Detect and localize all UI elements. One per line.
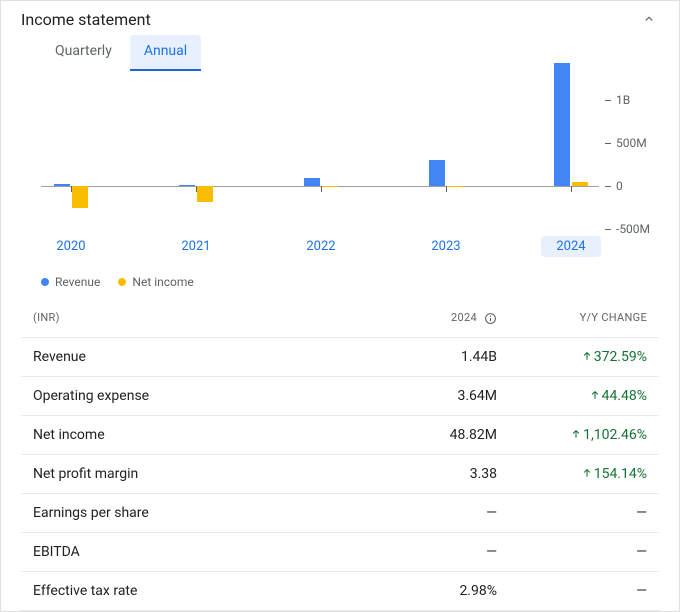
revenue-bar[interactable]	[554, 63, 570, 186]
metric-change: 44.48%	[497, 388, 647, 404]
metric-value: —	[367, 505, 497, 521]
table-row: Revenue1.44B372.59%	[21, 338, 659, 377]
legend-label: Net income	[132, 275, 193, 289]
metric-value: 2.98%	[367, 583, 497, 599]
legend-item: Revenue	[41, 275, 100, 289]
revenue-bar[interactable]	[179, 185, 195, 186]
legend-label: Revenue	[55, 275, 100, 289]
arrow-up-icon	[582, 466, 592, 482]
info-icon[interactable]	[484, 312, 497, 325]
net-income-bar[interactable]	[572, 182, 588, 186]
panel-title: Income statement	[21, 10, 151, 29]
header-currency: (INR)	[33, 311, 367, 324]
year-label[interactable]: 2024	[541, 236, 601, 257]
metric-value: 1.44B	[367, 349, 497, 365]
metric-name: Earnings per share	[33, 505, 367, 521]
bar-group: 2022	[291, 79, 351, 229]
financials-table: (INR) 2024 Y/Y CHANGE Revenue1.44B372.59…	[1, 297, 679, 611]
income-statement-panel: Income statement Quarterly Annual 202020…	[0, 0, 680, 612]
x-tick	[321, 186, 322, 192]
y-tick	[605, 100, 611, 101]
arrow-up-icon	[571, 427, 581, 443]
metric-value: —	[367, 544, 497, 560]
y-tick	[605, 143, 611, 144]
table-row: Earnings per share——	[21, 494, 659, 533]
table-row: Operating expense3.64M44.48%	[21, 377, 659, 416]
header-period: 2024	[367, 311, 497, 325]
bar-group: 2020	[41, 79, 101, 229]
year-label[interactable]: 2020	[41, 236, 101, 257]
x-tick	[196, 186, 197, 192]
metric-name: Net income	[33, 427, 367, 443]
net-income-bar[interactable]	[447, 186, 463, 187]
metric-change: —	[497, 583, 647, 599]
year-label[interactable]: 2021	[166, 236, 226, 257]
table-row: EBITDA——	[21, 533, 659, 572]
arrow-up-icon	[582, 349, 592, 365]
revenue-bar[interactable]	[429, 160, 445, 186]
chart-plot-area: 2020 2021 2022 2023 2024	[41, 79, 599, 229]
table-body: Revenue1.44B372.59%Operating expense3.64…	[21, 338, 659, 611]
revenue-bar[interactable]	[304, 178, 320, 186]
metric-change: —	[497, 544, 647, 560]
metric-value: 48.82M	[367, 427, 497, 443]
metric-name: EBITDA	[33, 544, 367, 560]
metric-change: —	[497, 505, 647, 521]
metric-name: Operating expense	[33, 388, 367, 404]
metric-name: Net profit margin	[33, 466, 367, 482]
table-row: Effective tax rate2.98%—	[21, 572, 659, 611]
metric-change: 1,102.46%	[497, 427, 647, 443]
table-row: Net income48.82M1,102.46%	[21, 416, 659, 455]
collapse-button[interactable]	[639, 9, 659, 29]
y-tick	[605, 186, 611, 187]
legend-dot-icon	[41, 278, 49, 286]
period-tabs: Quarterly Annual	[1, 31, 679, 71]
y-axis-label: 0	[616, 179, 623, 193]
legend-dot-icon	[118, 278, 126, 286]
chart-legend: Revenue Net income	[1, 259, 679, 297]
chart-y-axis: 1B500M0-500M	[604, 79, 659, 229]
chevron-up-icon	[642, 12, 656, 26]
table-row: Net profit margin3.38154.14%	[21, 455, 659, 494]
net-income-bar[interactable]	[72, 186, 88, 208]
y-tick	[605, 229, 611, 230]
x-tick	[571, 186, 572, 192]
metric-change: 372.59%	[497, 349, 647, 365]
revenue-bar[interactable]	[54, 184, 70, 186]
tab-annual[interactable]: Annual	[130, 35, 201, 71]
metric-value: 3.64M	[367, 388, 497, 404]
metric-name: Effective tax rate	[33, 583, 367, 599]
net-income-bar[interactable]	[197, 186, 213, 201]
y-axis-label: 500M	[616, 136, 647, 150]
x-tick	[446, 186, 447, 192]
panel-header: Income statement	[1, 5, 679, 31]
metric-value: 3.38	[367, 466, 497, 482]
bar-group: 2024	[541, 79, 601, 229]
year-label[interactable]: 2023	[416, 236, 476, 257]
y-axis-label: 1B	[616, 93, 630, 107]
tab-quarterly[interactable]: Quarterly	[41, 35, 126, 71]
legend-item: Net income	[118, 275, 193, 289]
arrow-up-icon	[590, 388, 600, 404]
bar-group: 2021	[166, 79, 226, 229]
header-change: Y/Y CHANGE	[497, 311, 647, 324]
metric-name: Revenue	[33, 349, 367, 365]
y-axis-label: -500M	[616, 222, 650, 236]
net-income-bar[interactable]	[322, 186, 338, 187]
table-header: (INR) 2024 Y/Y CHANGE	[21, 297, 659, 338]
bar-chart: 2020 2021 2022 2023 2024 1B 500M 0 -500M	[21, 79, 659, 259]
year-label[interactable]: 2022	[291, 236, 351, 257]
x-tick	[71, 186, 72, 192]
metric-change: 154.14%	[497, 466, 647, 482]
bar-group: 2023	[416, 79, 476, 229]
